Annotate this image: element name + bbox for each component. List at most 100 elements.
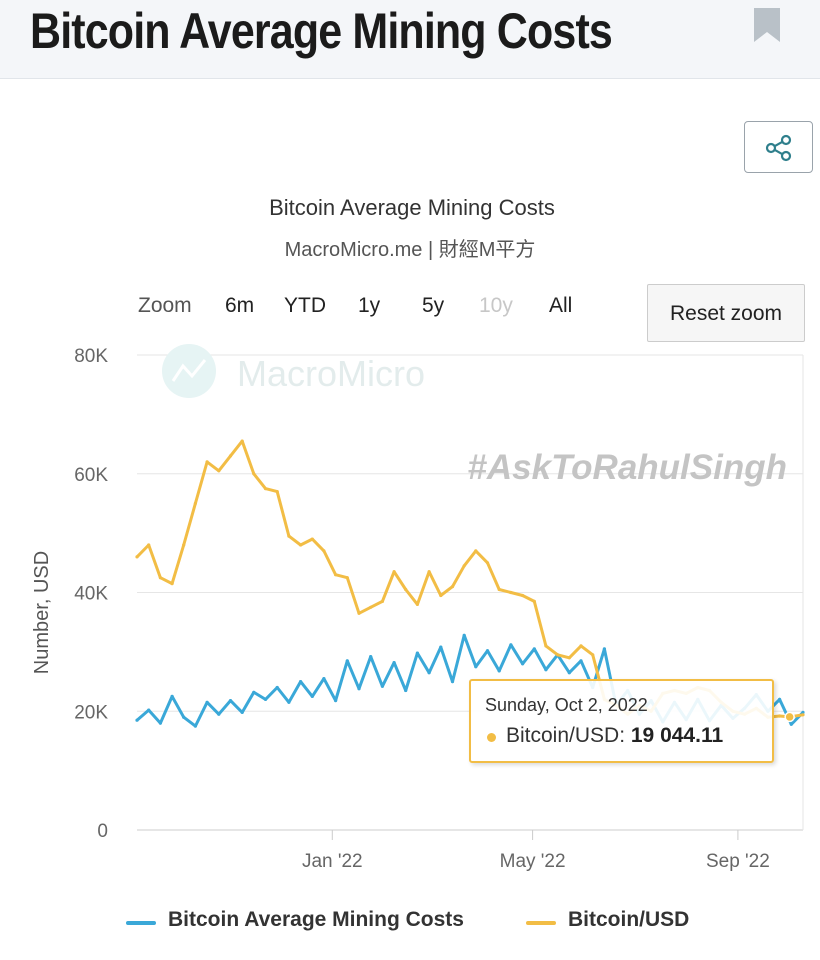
- data-point: [591, 653, 595, 657]
- data-point: [392, 570, 396, 574]
- data-point: [345, 576, 349, 580]
- zoom-10y-button[interactable]: 10y: [479, 294, 513, 317]
- x-tick-label: Sep '22: [706, 851, 770, 872]
- data-point: [462, 564, 466, 568]
- data-point: [158, 576, 162, 580]
- data-point: [193, 724, 197, 728]
- data-point: [240, 710, 244, 715]
- data-point: [567, 671, 571, 675]
- zoom-5y-button[interactable]: 5y: [422, 294, 445, 317]
- data-point: [263, 697, 268, 702]
- legend-label-bitcoin-usd: Bitcoin/USD: [568, 908, 690, 931]
- data-point: [556, 653, 560, 657]
- data-point: [404, 587, 408, 592]
- data-point: [334, 699, 338, 703]
- data-point: [778, 714, 782, 718]
- data-point: [602, 647, 607, 651]
- data-point: [801, 713, 805, 717]
- data-point: [205, 700, 209, 704]
- chart-tooltip: Sunday, Oct 2, 2022 Bitcoin/USD: 19 044.…: [469, 679, 774, 763]
- data-point: [322, 677, 326, 681]
- data-point: [474, 549, 478, 553]
- data-point: [357, 611, 361, 615]
- zoom-1y-button[interactable]: 1y: [358, 294, 381, 317]
- page-title: Bitcoin Average Mining Costs: [30, 3, 613, 59]
- data-point: [521, 593, 525, 598]
- data-point: [450, 585, 455, 589]
- data-point: [404, 688, 408, 693]
- data-point: [427, 570, 431, 574]
- data-point: [135, 718, 139, 722]
- data-point: [521, 662, 525, 666]
- data-point: [170, 582, 174, 586]
- data-point: [299, 680, 303, 684]
- data-point: [509, 643, 513, 647]
- data-point: [252, 472, 256, 476]
- data-point: [228, 454, 233, 458]
- data-point: [228, 699, 233, 703]
- data-point: [380, 684, 384, 688]
- chart-axes: 0 20K 40K 60K 80K Jan '22 May '22 Sep '22 Number…: [31, 346, 770, 872]
- data-point: [532, 647, 536, 651]
- zoom-ytd-button[interactable]: YTD: [284, 294, 326, 317]
- data-point: [544, 644, 548, 648]
- share-button[interactable]: [744, 121, 813, 173]
- data-point: [778, 697, 782, 702]
- data-point: [567, 656, 571, 660]
- data-point: [789, 722, 793, 726]
- data-point: [369, 655, 373, 659]
- tooltip-series-dot: [487, 733, 496, 742]
- y-tick-label: 40K: [74, 584, 108, 605]
- macromicro-logo-mark: [171, 359, 207, 382]
- y-tick-label: 20K: [74, 702, 108, 723]
- reset-zoom-button[interactable]: Reset zoom: [647, 284, 805, 342]
- page-header: Bitcoin Average Mining Costs: [0, 0, 820, 79]
- zoom-all-button[interactable]: All: [549, 294, 573, 317]
- data-point: [450, 680, 455, 684]
- chart-overlay: #AskToRahulSingh: [467, 448, 787, 487]
- chart-title: Bitcoin Average Mining Costs: [269, 195, 555, 220]
- data-point: [497, 587, 501, 592]
- zoom-label: Zoom: [138, 294, 192, 317]
- tooltip-value: 19 044.11: [630, 724, 724, 747]
- chart-watermarks: MacroMicro: [162, 344, 425, 398]
- y-axis-title: Number, USD: [31, 551, 53, 674]
- data-point: [462, 633, 466, 637]
- data-point: [147, 708, 151, 712]
- tooltip-series-label: Bitcoin/USD:: [506, 724, 631, 747]
- data-point: [415, 651, 419, 655]
- data-point: [263, 487, 268, 491]
- data-point: [170, 694, 174, 699]
- y-tick-label: 60K: [74, 465, 108, 486]
- legend-label-mining-costs: Bitcoin Average Mining Costs: [168, 908, 464, 931]
- bookmark-icon[interactable]: [754, 8, 780, 42]
- data-point: [240, 439, 244, 443]
- zoom-6m-button[interactable]: 6m: [225, 294, 255, 317]
- data-point: [415, 602, 419, 607]
- data-point: [322, 549, 326, 553]
- data-point: [287, 700, 291, 704]
- data-point: [275, 490, 279, 494]
- data-point: [357, 687, 361, 691]
- data-point: [392, 661, 396, 665]
- data-point: [287, 534, 291, 538]
- y-tick-label: 0: [97, 821, 108, 842]
- data-point: [509, 590, 513, 595]
- data-point: [345, 659, 349, 663]
- x-tick-label: May '22: [500, 851, 566, 872]
- data-point: [310, 537, 314, 541]
- data-point: [147, 543, 151, 547]
- data-point: [439, 645, 443, 649]
- data-point: [439, 593, 443, 598]
- legend-swatch-mining-costs: [126, 921, 156, 925]
- tooltip-series-line: Bitcoin/USD: 19 044.11: [506, 724, 723, 748]
- data-point: [182, 715, 186, 719]
- data-point: [299, 543, 303, 547]
- legend-swatch-bitcoin-usd: [526, 921, 556, 925]
- hover-marker: [784, 711, 795, 723]
- ask-tag-watermark: #AskToRahulSingh: [467, 448, 787, 487]
- y-tick-label: 80K: [74, 346, 108, 367]
- data-point: [474, 665, 478, 669]
- data-point: [158, 721, 162, 725]
